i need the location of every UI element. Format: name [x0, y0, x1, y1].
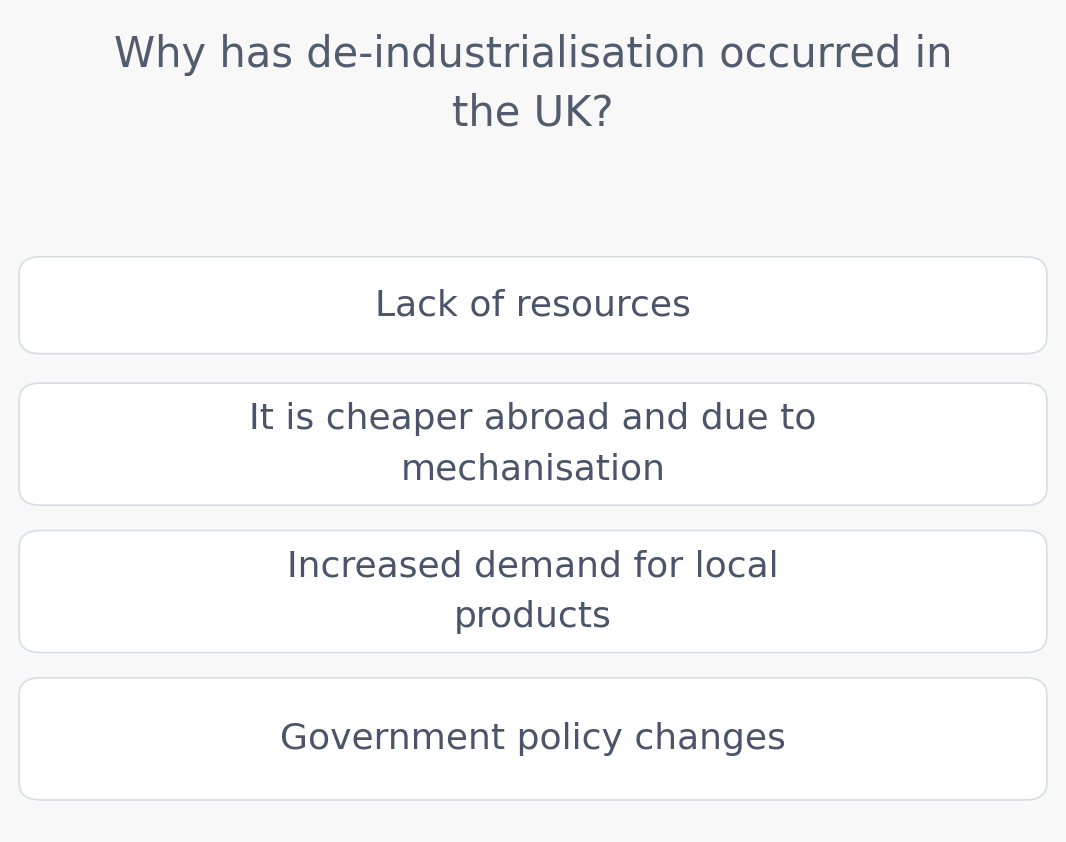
- Text: Government policy changes: Government policy changes: [280, 722, 786, 756]
- FancyBboxPatch shape: [19, 678, 1047, 800]
- Text: Lack of resources: Lack of resources: [375, 288, 691, 322]
- Text: It is cheaper abroad and due to
mechanisation: It is cheaper abroad and due to mechanis…: [249, 402, 817, 486]
- FancyBboxPatch shape: [19, 383, 1047, 505]
- Text: Increased demand for local
products: Increased demand for local products: [287, 550, 779, 633]
- Text: Why has de-industrialisation occurred in
the UK?: Why has de-industrialisation occurred in…: [114, 34, 952, 134]
- FancyBboxPatch shape: [19, 530, 1047, 653]
- FancyBboxPatch shape: [19, 257, 1047, 354]
